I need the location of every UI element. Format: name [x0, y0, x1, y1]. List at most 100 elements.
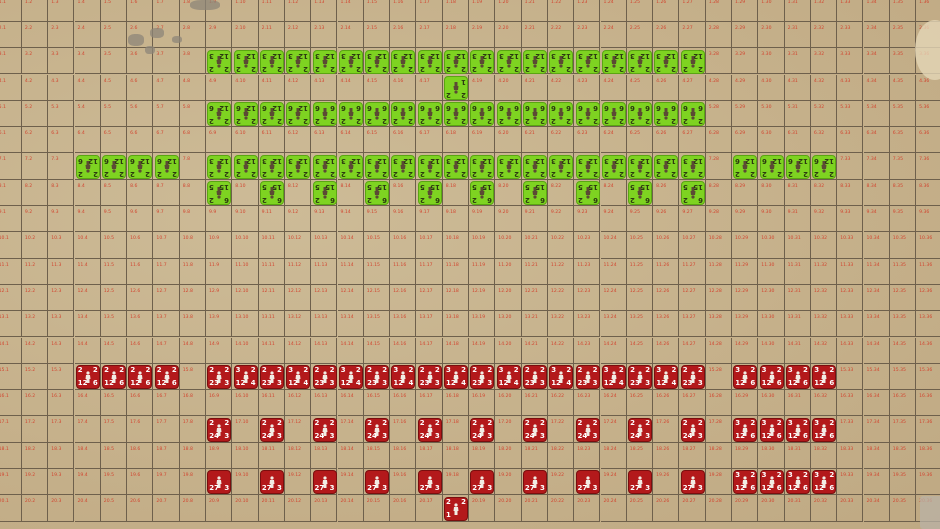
red-shield-infantry-counter[interactable]: 2 2 23 3	[259, 365, 284, 390]
board-cell[interactable]: 11.10	[232, 258, 259, 285]
board-cell[interactable]: 1.18	[442, 0, 469, 22]
green-infantry-counter[interactable]: 2 2 12 3	[417, 49, 442, 74]
board-cell[interactable]: 20.22	[547, 495, 575, 522]
green-infantry-counter[interactable]: 2 2 12 3	[391, 49, 416, 74]
board-cell[interactable]	[600, 48, 627, 75]
board-cell[interactable]: 15.8	[179, 363, 206, 391]
board-cell[interactable]	[206, 153, 233, 180]
board-cell[interactable]: 13.18	[442, 311, 469, 338]
board-cell[interactable]	[311, 416, 338, 443]
red-elephant-counter[interactable]: 3 2 12 6	[759, 365, 784, 390]
board-cell[interactable]: 9.28	[705, 206, 732, 233]
board-cell[interactable]: 13.17	[416, 311, 443, 338]
board-cell[interactable]: 14.33	[837, 337, 864, 364]
board-cell[interactable]: 11.13	[311, 258, 338, 285]
board-cell[interactable]: 6.23	[574, 127, 601, 154]
board-cell[interactable]: 13.14	[337, 311, 364, 338]
board-cell[interactable]	[574, 179, 601, 206]
board-cell[interactable]: 12.25	[626, 284, 654, 312]
board-cell[interactable]: 10.31	[784, 232, 811, 259]
board-cell[interactable]: 9.20	[495, 206, 522, 233]
board-cell[interactable]: 7.28	[705, 153, 732, 180]
red-infantry-counter[interactable]: 3 2 12 4	[444, 365, 468, 390]
board-cell[interactable]: 6.9	[206, 127, 233, 154]
board-cell[interactable]: 2.20	[495, 21, 522, 49]
board-cell[interactable]: 18.12	[284, 442, 312, 469]
board-cell[interactable]	[495, 363, 522, 391]
board-cell[interactable]: 16.36	[916, 390, 940, 417]
board-cell[interactable]: 18.9	[206, 442, 233, 469]
board-cell[interactable]: 16.22	[547, 390, 575, 417]
board-cell[interactable]	[626, 416, 654, 443]
board-cell[interactable]: 5.1	[0, 100, 22, 128]
board-cell[interactable]: 5.31	[784, 100, 811, 128]
board-cell[interactable]: 20.7	[153, 495, 180, 522]
board-cell[interactable]: 18.15	[363, 442, 391, 469]
board-cell[interactable]: 12.15	[363, 284, 391, 312]
board-cell[interactable]: 18.24	[600, 442, 627, 469]
board-cell[interactable]: 19.2	[21, 469, 49, 496]
green-skirmisher-counter[interactable]: 6 2 15 5	[417, 181, 442, 205]
board-cell[interactable]: 17.36	[916, 416, 940, 443]
board-cell[interactable]	[363, 179, 391, 206]
board-cell[interactable]	[732, 469, 759, 496]
board-cell[interactable]	[311, 153, 338, 180]
board-cell[interactable]: 9.29	[732, 206, 759, 233]
green-archer-counter[interactable]: 2 2 12 3	[365, 154, 390, 179]
board-cell[interactable]: 15.33	[837, 363, 864, 391]
board-cell[interactable]	[574, 48, 601, 75]
board-cell[interactable]	[547, 100, 575, 128]
board-cell[interactable]: 14.24	[600, 337, 627, 364]
board-cell[interactable]: 19.35	[889, 469, 917, 496]
board-cell[interactable]: 12.36	[916, 285, 940, 312]
board-cell[interactable]: 12.14	[337, 284, 364, 312]
board-cell[interactable]: 3.3	[48, 48, 75, 75]
board-cell[interactable]: 1.17	[416, 0, 443, 22]
board-cell[interactable]: 9.36	[916, 206, 940, 233]
board-cell[interactable]: 4.35	[889, 74, 917, 101]
green-elephant-counter[interactable]: 2 2 12 6	[154, 154, 179, 179]
board-cell[interactable]: 20.19	[469, 495, 496, 522]
board-cell[interactable]: 16.11	[258, 390, 285, 417]
board-cell[interactable]	[600, 363, 627, 391]
board-cell[interactable]: 9.30	[758, 206, 785, 233]
board-cell[interactable]: 17.7	[153, 416, 180, 443]
board-cell[interactable]: 5.35	[889, 100, 917, 128]
board-cell[interactable]	[679, 363, 706, 391]
board-cell[interactable]: 12.19	[469, 284, 496, 312]
board-cell[interactable]: 10.25	[626, 232, 654, 259]
board-cell[interactable]: 5.34	[863, 100, 890, 128]
board-cell[interactable]: 1.2	[21, 0, 49, 22]
green-skirmisher-counter[interactable]: 6 2 15 5	[365, 181, 390, 205]
board-cell[interactable]: 8.8	[179, 179, 206, 206]
green-skirmisher-counter[interactable]: 6 2 15 5	[522, 181, 547, 205]
green-infantry-counter[interactable]: 2 2 12 3	[444, 49, 468, 74]
green-archer-counter[interactable]: 2 2 12 3	[259, 154, 284, 179]
board-cell[interactable]: 1.32	[810, 0, 838, 22]
green-archer-counter[interactable]: 2 2 12 3	[522, 154, 547, 179]
board-cell[interactable]: 2.23	[574, 21, 601, 49]
board-cell[interactable]: 1.21	[521, 0, 548, 22]
board-cell[interactable]: 7.33	[837, 153, 864, 180]
board-cell[interactable]: 14.2	[21, 337, 49, 364]
board-cell[interactable]: 14.12	[284, 337, 312, 364]
board-cell[interactable]	[390, 363, 417, 391]
board-cell[interactable]: 6.27	[679, 127, 706, 154]
board-cell[interactable]: 17.20	[495, 416, 522, 443]
board-cell[interactable]	[74, 363, 101, 391]
board-cell[interactable]: 14.25	[626, 337, 654, 364]
board-cell[interactable]: 6.3	[48, 127, 75, 154]
board-cell[interactable]: 14.8	[179, 337, 206, 364]
board-cell[interactable]: 7.3	[48, 153, 75, 180]
red-elephant-counter[interactable]: 3 2 12 6	[733, 470, 758, 495]
board-cell[interactable]: 19.16	[390, 469, 417, 496]
red-infantry-counter[interactable]: 27 3	[470, 470, 495, 495]
board-cell[interactable]: 10.15	[363, 232, 391, 259]
board-cell[interactable]: 18.17	[416, 442, 443, 469]
board-cell[interactable]	[442, 153, 469, 180]
board-cell[interactable]: 4.9	[206, 74, 233, 101]
board-cell[interactable]: 11.25	[626, 258, 654, 285]
board-cell[interactable]: 6.4	[74, 127, 101, 154]
